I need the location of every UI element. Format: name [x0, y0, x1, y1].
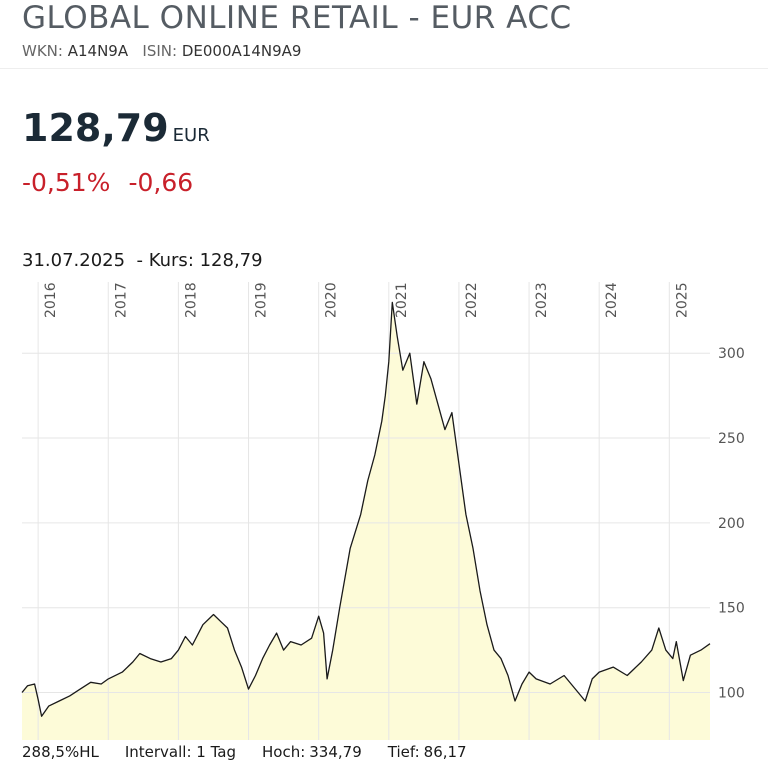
- hl: 288,5%HL: [22, 743, 99, 761]
- x-tick-label: 2016: [43, 282, 59, 318]
- x-tick-label: 2021: [394, 282, 410, 318]
- high-label: Hoch:: [261, 743, 306, 761]
- currency: EUR: [172, 125, 210, 146]
- change-pct: -0,51%: [22, 168, 111, 197]
- low-label: Tief:: [387, 743, 420, 761]
- area-fill: [22, 302, 710, 740]
- y-tick-label: 300: [718, 346, 745, 362]
- high: 334,79: [309, 743, 362, 761]
- identifiers: WKN: A14N9A ISIN: DE000A14N9A9: [22, 42, 301, 60]
- y-tick-label: 200: [718, 516, 745, 532]
- footer: 288,5%HL Intervall: 1 Tag Hoch: 334,79 Tief:…: [22, 743, 471, 761]
- isin-label: ISIN:: [142, 42, 178, 60]
- x-tick-label: 2022: [464, 282, 480, 318]
- interval: Intervall: 1 Tag: [124, 743, 236, 761]
- low: 86,17: [423, 743, 467, 761]
- change-abs: -0,66: [128, 168, 194, 197]
- y-tick-label: 250: [718, 431, 745, 447]
- price-value: 128,79: [22, 106, 169, 150]
- x-tick-label: 2019: [254, 282, 270, 318]
- price-line: [21, 301, 711, 717]
- y-tick-label: 150: [718, 601, 745, 617]
- x-tick-label: 2020: [324, 282, 340, 318]
- x-tick-label: 2023: [534, 282, 550, 318]
- change: -0,51% -0,66: [22, 168, 193, 197]
- date-line: 31.07.2025 - Kurs: 128,79: [22, 250, 263, 271]
- x-tick-label: 2018: [183, 282, 199, 318]
- title: GLOBAL ONLINE RETAIL - EUR ACC: [22, 0, 572, 36]
- y-tick-label: 100: [718, 686, 745, 702]
- isin: DE000A14N9A9: [181, 42, 302, 60]
- wkn-label: WKN:: [22, 42, 63, 60]
- separator: [0, 68, 768, 69]
- price: 128,79 EUR: [22, 106, 210, 150]
- x-tick-label: 2017: [113, 282, 129, 318]
- x-tick-label: 2025: [674, 282, 690, 318]
- x-tick-label: 2024: [604, 282, 620, 318]
- wkn: A14N9A: [67, 42, 129, 60]
